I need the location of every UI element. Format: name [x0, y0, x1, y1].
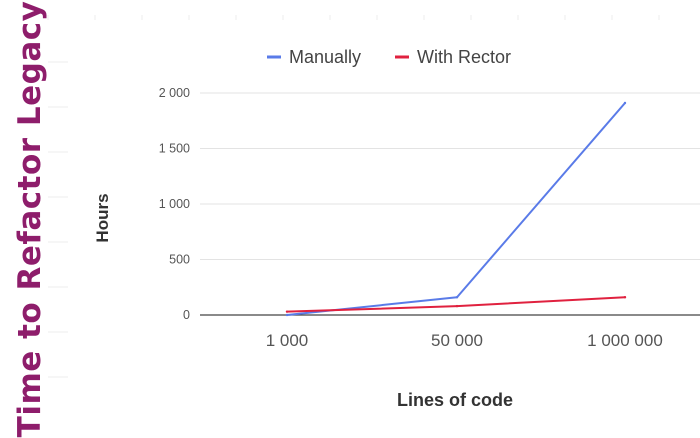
legend-label: With Rector — [417, 47, 511, 67]
y-tick-label: 500 — [169, 253, 190, 267]
y-tick-label: 2 000 — [159, 86, 190, 100]
x-axis-title: Lines of code — [397, 390, 513, 410]
data-point — [455, 296, 459, 299]
legend-label: Manually — [289, 47, 361, 67]
data-point — [623, 296, 627, 299]
y-tick-label: 0 — [183, 308, 190, 322]
x-tick-label: 1 000 000 — [587, 331, 663, 350]
y-tick-label: 1 000 — [159, 197, 190, 211]
series-line-manually — [286, 101, 626, 316]
y-tick-label: 1 500 — [159, 142, 190, 156]
data-point — [623, 101, 627, 105]
series-line-with-rector — [286, 296, 626, 313]
x-tick-label: 1 000 — [266, 331, 309, 350]
x-tick-label: 50 000 — [431, 331, 483, 350]
data-point — [285, 313, 289, 317]
y-axis-title: Hours — [93, 193, 112, 242]
data-point — [285, 310, 289, 313]
data-point — [455, 304, 459, 308]
